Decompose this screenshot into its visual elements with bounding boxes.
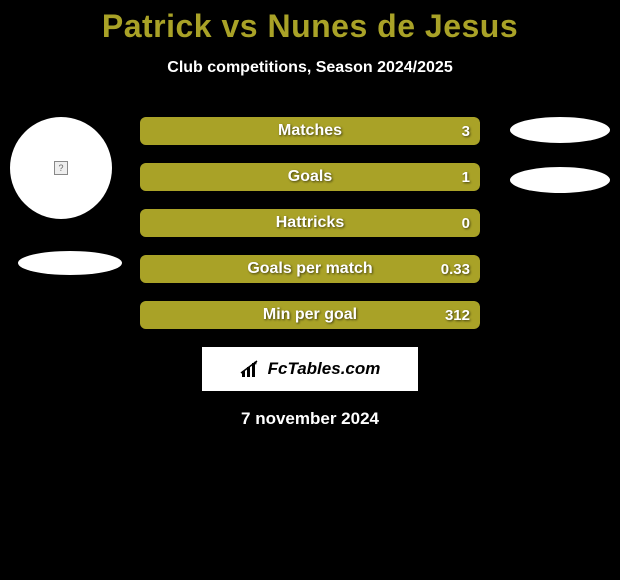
- stat-row: Goals per match0.33: [140, 255, 480, 283]
- date-text: 7 november 2024: [0, 409, 620, 429]
- stat-label: Min per goal: [140, 301, 480, 329]
- stat-label: Matches: [140, 117, 480, 145]
- bar-chart-icon: [240, 359, 262, 379]
- stat-row: Hattricks0: [140, 209, 480, 237]
- content-area: ? Matches3 Goals1 Hattricks0 Goals per matc…: [0, 117, 620, 429]
- page-subtitle: Club competitions, Season 2024/2025: [0, 59, 620, 77]
- stat-value-right: 312: [445, 301, 470, 329]
- missing-image-icon: ?: [54, 161, 68, 175]
- stat-value-right: 0: [462, 209, 470, 237]
- page-title: Patrick vs Nunes de Jesus: [0, 8, 620, 45]
- stat-row: Min per goal312: [140, 301, 480, 329]
- stat-label: Goals: [140, 163, 480, 191]
- stat-value-right: 0.33: [441, 255, 470, 283]
- stat-row: Matches3: [140, 117, 480, 145]
- stat-label: Goals per match: [140, 255, 480, 283]
- player-left-shadow: [18, 251, 122, 275]
- player-right-oval-1: [510, 117, 610, 143]
- stat-bars: Matches3Goals1Hattricks0Goals per match0…: [140, 117, 480, 329]
- logo-text: FcTables.com: [268, 359, 381, 379]
- stat-value-right: 1: [462, 163, 470, 191]
- player-right-oval-2: [510, 167, 610, 193]
- stat-value-right: 3: [462, 117, 470, 145]
- stat-row: Goals1: [140, 163, 480, 191]
- stat-label: Hattricks: [140, 209, 480, 237]
- source-logo: FcTables.com: [202, 347, 418, 391]
- player-left-avatar: ?: [10, 117, 112, 219]
- comparison-card: Patrick vs Nunes de Jesus Club competiti…: [0, 0, 620, 429]
